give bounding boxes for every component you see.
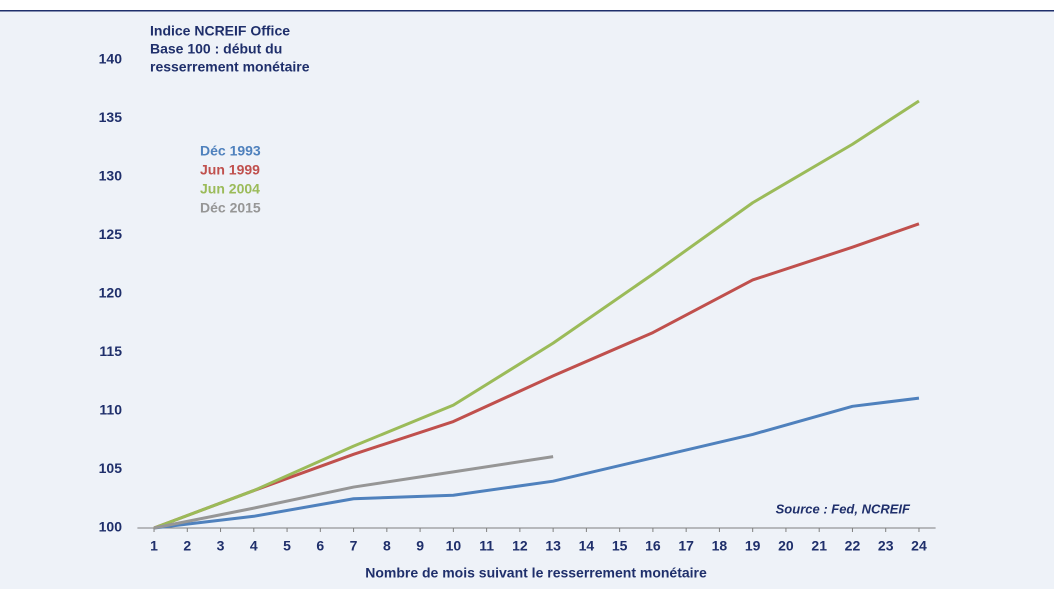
series-line [153,99,920,530]
chart-background [0,11,1054,589]
x-tick-label: 18 [712,538,728,554]
x-tick-label: 9 [416,538,424,554]
x-tick-label: 8 [383,538,391,554]
source-note: Source : Fed, NCREIF [776,501,911,516]
x-tick-label: 3 [217,538,225,554]
x-tick-label: 1 [150,538,158,554]
x-tick-label: 22 [845,538,861,554]
y-tick-label: 115 [99,343,122,359]
x-tick-label: 21 [811,538,827,554]
x-tick-label: 23 [878,538,894,554]
x-tick-label: 4 [250,538,258,554]
x-tick-label: 24 [911,538,927,554]
x-tick-label: 12 [512,538,528,554]
x-tick-label: 14 [579,538,595,554]
y-tick-label: 130 [99,168,123,184]
x-tick-label: 11 [479,538,494,554]
x-tick-label: 2 [183,538,191,554]
x-tick-label: 6 [316,538,324,554]
x-tick-label: 15 [612,538,628,554]
x-tick-label: 5 [283,538,291,554]
y-tick-label: 105 [99,460,123,476]
y-tick-label: 125 [99,226,123,242]
y-tick-label: 140 [99,51,123,67]
series-line [153,222,920,530]
x-tick-label: 19 [745,538,761,554]
legend-entry: Jun 2004 [200,181,260,197]
x-tick-label: 13 [545,538,561,554]
x-tick-label: 16 [645,538,661,554]
y-tick-label: 120 [99,285,123,301]
y-tick-label: 110 [99,402,122,418]
chart-title: Indice NCREIF Office [150,23,290,39]
header-rule [0,10,1054,12]
x-tick-label: 7 [350,538,358,554]
legend-entry: Jun 1999 [200,162,260,178]
chart-title: resserrement monétaire [150,59,310,75]
legend-entry: Déc 1993 [200,143,261,159]
x-axis-label: Nombre de mois suivant le resserrement m… [365,565,707,581]
series-line [153,455,554,530]
series-line [153,396,920,530]
legend-entry: Déc 2015 [200,200,261,216]
chart-title: Base 100 : début du [150,41,282,57]
x-tick-label: 10 [446,538,462,554]
y-tick-label: 100 [99,519,123,535]
x-tick-label: 20 [778,538,794,554]
x-tick-label: 17 [678,538,694,554]
y-tick-label: 135 [99,109,123,125]
